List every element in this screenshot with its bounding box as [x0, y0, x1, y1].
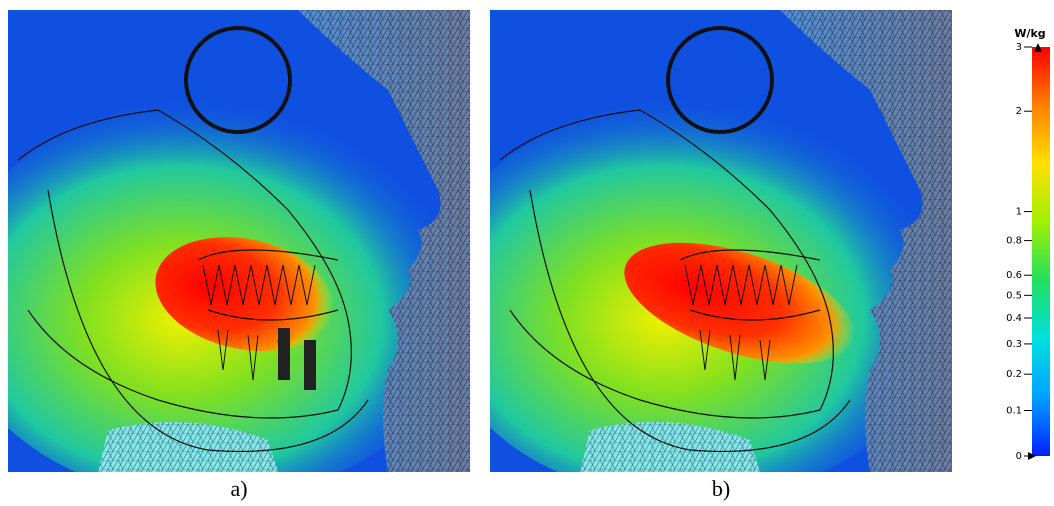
tick-label: 1 — [1016, 207, 1022, 218]
implant — [278, 328, 290, 380]
colorbar-title: W/kg — [1014, 27, 1045, 40]
panel-label: a) — [230, 476, 247, 501]
min-marker — [1028, 452, 1036, 460]
face-mesh-lines — [780, 10, 952, 472]
colorbar: W/kg 3 2 1 0.8 0.6 0.5 0.4 0.3 0.2 0.1 0 — [1006, 27, 1050, 462]
neck-mesh-lines — [580, 422, 760, 472]
tick-label: 0 — [1016, 451, 1022, 462]
face-mesh-lines — [298, 10, 470, 472]
tick-label: 0.1 — [1006, 405, 1022, 416]
field — [8, 10, 470, 472]
teeth — [684, 264, 798, 381]
simulation-panel — [8, 10, 470, 472]
ear-ring — [184, 26, 292, 134]
simulation-panel — [490, 10, 952, 472]
neck-mesh-lines — [98, 422, 278, 472]
implant — [304, 340, 316, 390]
tick-label: 0.5 — [1006, 290, 1022, 301]
ear-ring — [666, 26, 774, 134]
tick-label: 0.6 — [1006, 270, 1022, 281]
tick-label: 2 — [1016, 106, 1022, 117]
panel-label: b) — [712, 476, 730, 501]
tick-label: 0.8 — [1006, 236, 1022, 247]
tick-label: 3 — [1016, 42, 1022, 53]
tick-label: 0.4 — [1006, 313, 1022, 324]
tick-label: 0.2 — [1006, 369, 1022, 380]
outline — [499, 109, 851, 453]
hot-spot — [155, 237, 333, 352]
max-marker — [1034, 43, 1042, 52]
hot-spot — [624, 242, 855, 364]
outline — [17, 109, 369, 453]
teeth — [202, 264, 316, 381]
tick-label: 0.3 — [1006, 339, 1022, 350]
field — [490, 10, 952, 472]
colorbar-scale — [1032, 47, 1050, 456]
panels — [8, 10, 952, 472]
